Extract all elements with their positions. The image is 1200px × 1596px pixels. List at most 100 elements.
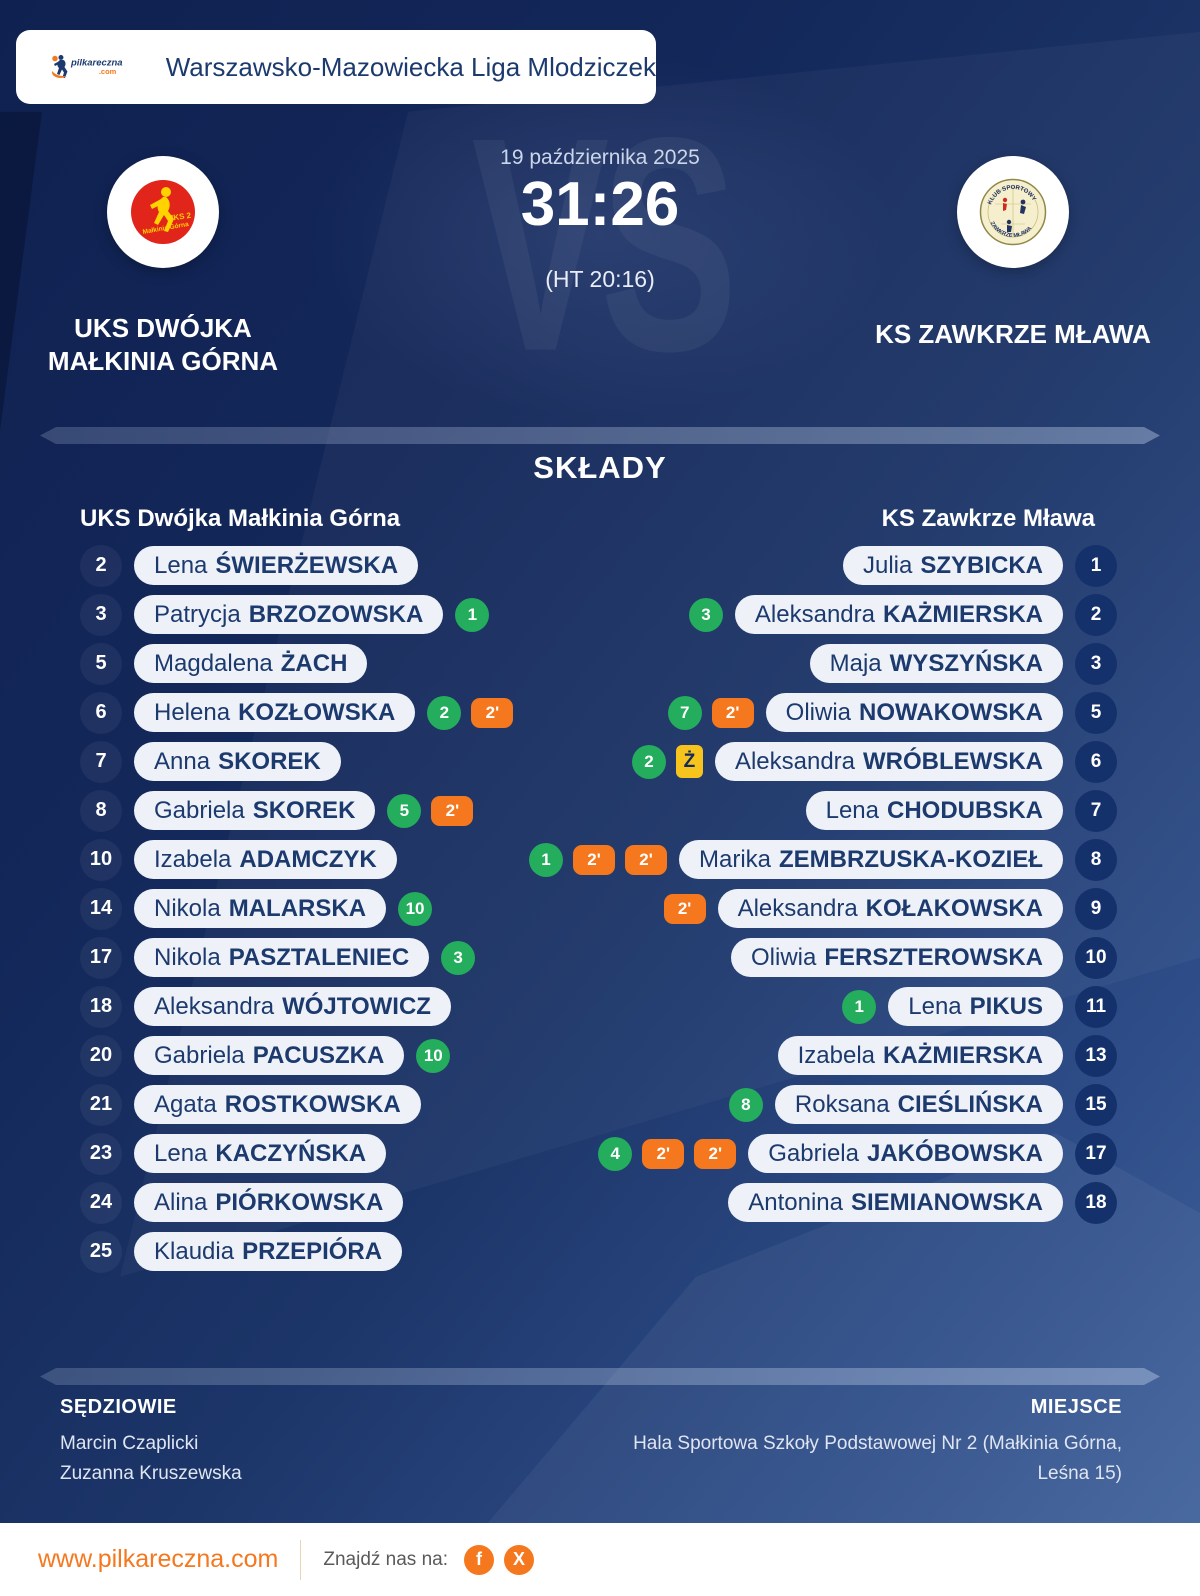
player-row: Maja WYSZYŃSKA 3 xyxy=(517,639,1117,688)
player-row: 8 Gabriela SKOREK 5 2' xyxy=(80,786,640,835)
player-first-name: Helena xyxy=(154,698,231,726)
player-number: 3 xyxy=(1075,642,1117,685)
suspension-badge: 2' xyxy=(642,1138,685,1169)
player-row: 7 2' Oliwia NOWAKOWSKA 5 xyxy=(517,688,1117,737)
away-lineup-header: KS Zawkrze Mława xyxy=(881,505,1095,532)
player-last-name: WYSZYŃSKA xyxy=(889,649,1043,677)
referees-label: SĘDZIOWIE xyxy=(60,1396,177,1418)
player-last-name: WÓJTOWICZ xyxy=(282,992,431,1020)
player-badges: 7 2' xyxy=(667,695,754,730)
player-last-name: WRÓBLEWSKA xyxy=(863,747,1043,775)
suspension-badge: 2' xyxy=(431,795,474,826)
match-date: 19 października 2025 xyxy=(500,146,700,169)
player-pill: Marika ZEMBRZUSKA-KOZIEŁ xyxy=(679,840,1063,879)
player-first-name: Agata xyxy=(154,1090,217,1118)
player-badges: 3 xyxy=(688,597,723,632)
goals-badge: 2 xyxy=(427,695,462,730)
player-number: 15 xyxy=(1075,1083,1117,1126)
player-number: 8 xyxy=(1075,838,1117,881)
home-logo-text: UKS 2 xyxy=(167,211,192,223)
player-first-name: Magdalena xyxy=(154,649,273,677)
player-first-name: Izabela xyxy=(797,1041,875,1069)
suspension-badge: 2' xyxy=(625,844,667,875)
player-pill: Lena ŚWIERŻEWSKA xyxy=(134,546,419,585)
x-icon[interactable]: X xyxy=(504,1544,534,1575)
player-first-name: Patrycja xyxy=(154,600,241,628)
goals-badge: 2 xyxy=(631,744,666,779)
goals-badge: 5 xyxy=(387,793,422,828)
player-row: Julia SZYBICKA 1 xyxy=(517,541,1117,590)
player-badges: 10 xyxy=(398,891,433,926)
player-first-name: Lena xyxy=(154,1139,208,1167)
footer-divider xyxy=(300,1539,302,1580)
suspension-badge: 2' xyxy=(694,1138,737,1169)
player-last-name: PIKUS xyxy=(969,992,1043,1020)
player-pill: Patrycja BRZOZOWSKA xyxy=(134,595,444,634)
section-divider xyxy=(40,427,1160,444)
player-last-name: PIÓRKOWSKA xyxy=(215,1188,384,1216)
player-last-name: KAŻMIERSKA xyxy=(883,600,1043,628)
player-row: 3 Aleksandra KAŻMIERSKA 2 xyxy=(517,590,1117,639)
player-number: 11 xyxy=(1075,985,1117,1028)
site-url-link[interactable]: www.pilkareczna.com xyxy=(38,1545,279,1573)
home-team-logo-icon: UKS 2 Małkinia Górna xyxy=(131,180,195,244)
player-last-name: SZYBICKA xyxy=(920,551,1043,579)
player-last-name: NOWAKOWSKA xyxy=(859,698,1043,726)
player-first-name: Lena xyxy=(154,551,208,579)
away-team-logo-icon: KLUB SPORTOWY ZAWKRZE MŁAWA xyxy=(979,178,1047,246)
player-number: 10 xyxy=(1075,936,1117,979)
player-first-name: Alina xyxy=(154,1188,208,1216)
footer-bar: www.pilkareczna.com Znajdź nas na: f X xyxy=(0,1523,1200,1596)
player-first-name: Izabela xyxy=(154,845,232,873)
logo-tld: .com xyxy=(99,67,117,76)
goals-badge: 1 xyxy=(529,842,563,877)
player-number: 18 xyxy=(1075,1181,1117,1224)
player-pill: Oliwia NOWAKOWSKA xyxy=(765,693,1063,732)
player-last-name: ADAMCZYK xyxy=(239,845,377,873)
final-score: 31:26 xyxy=(520,170,680,239)
player-pill: Anna SKOREK xyxy=(134,742,341,781)
player-pill: Klaudia PRZEPIÓRA xyxy=(134,1232,403,1271)
facebook-icon[interactable]: f xyxy=(464,1544,494,1575)
player-pill: Agata ROSTKOWSKA xyxy=(134,1085,421,1124)
player-row: 2 Ż Aleksandra WRÓBLEWSKA 6 xyxy=(517,737,1117,786)
player-number: 2 xyxy=(80,544,122,587)
player-number: 3 xyxy=(80,593,122,636)
home-team-name: UKS DWÓJKA MAŁKINIA GÓRNA xyxy=(47,313,279,376)
player-number: 5 xyxy=(80,642,122,685)
player-first-name: Julia xyxy=(862,551,913,579)
player-number: 8 xyxy=(80,789,122,832)
player-number: 7 xyxy=(1075,789,1117,832)
player-row: 14 Nikola MALARSKA 10 xyxy=(80,884,640,933)
player-last-name: KACZYŃSKA xyxy=(215,1139,367,1167)
player-first-name: Marika xyxy=(699,845,772,873)
player-first-name: Aleksandra xyxy=(737,894,858,922)
find-us-label: Znajdź nas na: xyxy=(323,1548,448,1570)
player-pill: Gabriela PACUSZKA xyxy=(134,1036,405,1075)
goals-badge: 3 xyxy=(441,940,476,975)
goals-badge: 1 xyxy=(842,989,877,1024)
player-pill: Nikola MALARSKA xyxy=(134,889,387,928)
player-first-name: Maja xyxy=(829,649,882,677)
player-number: 14 xyxy=(80,887,122,930)
player-pill: Alina PIÓRKOWSKA xyxy=(134,1183,404,1222)
goals-badge: 10 xyxy=(416,1038,451,1073)
player-last-name: MALARSKA xyxy=(228,894,367,922)
player-row: 5 Magdalena ŻACH xyxy=(80,639,640,688)
referees-block: SĘDZIOWIE Marcin Czaplicki Zuzanna Krusz… xyxy=(60,1396,242,1489)
player-pill: Maja WYSZYŃSKA xyxy=(809,644,1063,683)
player-row: 3 Patrycja BRZOZOWSKA 1 xyxy=(80,590,640,639)
player-pill: Lena PIKUS xyxy=(888,987,1063,1026)
player-pill: Magdalena ŻACH xyxy=(134,644,368,683)
goals-badge: 10 xyxy=(398,891,433,926)
player-first-name: Lena xyxy=(908,992,962,1020)
halftime-score: (HT 20:16) xyxy=(545,266,655,292)
player-row: 8 Roksana CIEŚLIŃSKA 15 xyxy=(517,1080,1117,1129)
player-last-name: ŚWIERŻEWSKA xyxy=(215,551,399,579)
player-row: 2 Lena ŚWIERŻEWSKA xyxy=(80,541,640,590)
player-row: 20 Gabriela PACUSZKA 10 xyxy=(80,1031,640,1080)
goals-badge: 4 xyxy=(598,1136,633,1171)
player-pill: Julia SZYBICKA xyxy=(842,546,1063,585)
